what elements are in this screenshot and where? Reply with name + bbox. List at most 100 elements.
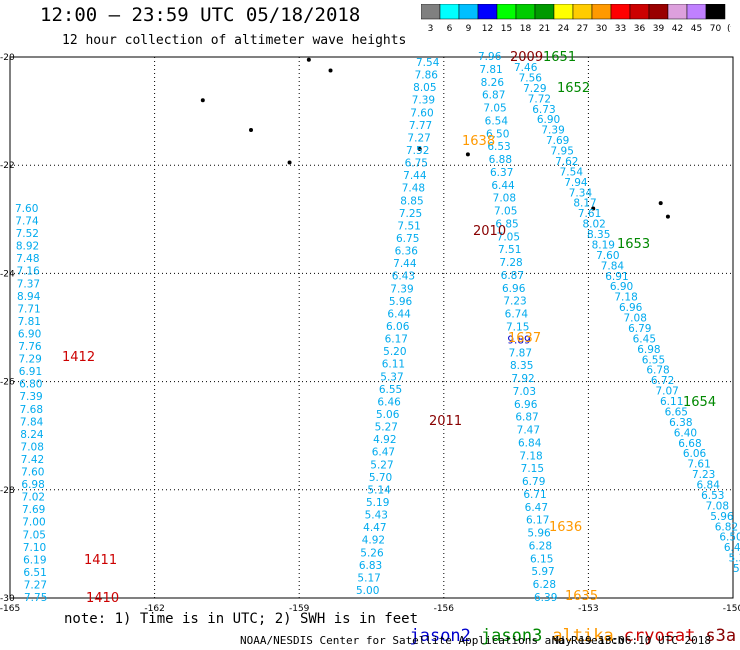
swh-value-cryosat-1410: 7.60 — [15, 203, 38, 215]
island-marker — [417, 146, 422, 151]
swh-value-jason3-1651: 6.82 — [715, 521, 738, 533]
swh-value-jason3-1651: 8.17 — [573, 198, 596, 210]
swh-value-jason3-1651: 6.06 — [683, 448, 707, 460]
swh-value-s3a-2011: 5.37 — [380, 371, 403, 383]
swh-value-s3a-2010: 8.26 — [481, 77, 505, 89]
lon-tick-label: -159 — [289, 604, 310, 614]
swh-value-cryosat-1410: 6.19 — [23, 554, 46, 566]
swh-value-s3a-2010: 6.79 — [522, 476, 545, 488]
pass-label-jason3: 1652 — [557, 81, 590, 96]
swh-value-jason3-1651: 7.61 — [578, 208, 601, 220]
swh-value-cryosat-1410: 8.24 — [20, 429, 44, 441]
legend-altika: altika — [552, 626, 614, 646]
swh-value-jason3-1651: 6.38 — [669, 417, 692, 429]
swh-value-s3a-2011: 7.44 — [393, 258, 417, 270]
swh-value-cryosat-1410: 7.16 — [16, 266, 40, 278]
pass-label-s3a: 2010 — [473, 224, 506, 239]
swh-value-s3a-2011: 5.00 — [356, 585, 379, 597]
lon-tick-label: -153 — [578, 604, 598, 614]
lon-tick-label: -156 — [434, 604, 455, 614]
island-marker — [591, 206, 596, 211]
swh-value-s3a-2011: 6.75 — [405, 158, 428, 170]
swh-value-cryosat-1410: 7.69 — [22, 504, 45, 516]
swh-value-s3a-2011: 7.52 — [406, 145, 429, 157]
swh-value-s3a-2011: 5.43 — [365, 510, 388, 522]
swh-value-s3a-2011: 4.92 — [373, 434, 396, 446]
pass-label-altika: 1637 — [508, 331, 541, 346]
swh-value-cryosat-1410: 7.00 — [22, 517, 45, 529]
swh-value-s3a-2011: 6.75 — [396, 233, 419, 245]
lat-tick-label: -24 — [0, 269, 15, 279]
swh-value-jason3-1651: 8.19 — [592, 239, 615, 251]
swh-value-jason3-1651: 6.79 — [628, 323, 651, 335]
colorbar-label: 36 — [634, 24, 646, 34]
swh-value-s3a-2011: 6.17 — [385, 334, 408, 346]
swh-value-s3a-2011: 7.39 — [390, 283, 413, 295]
lon-tick-label: -162 — [144, 604, 164, 614]
pass-label-cryosat: 1412 — [62, 350, 95, 365]
colorbar-label: 9 — [466, 24, 472, 34]
swh-value-s3a-2011: 5.20 — [383, 346, 406, 358]
swh-value-jason3-1651: 7.84 — [601, 260, 625, 272]
island-marker — [328, 68, 333, 73]
swh-value-s3a-2010: 6.85 — [495, 218, 518, 230]
swh-value-jason3-1651: 6.68 — [678, 438, 701, 450]
credit-timestamp: May 19 13:06:10 UTC 2018 — [552, 634, 711, 647]
lon-tick-label: -150 — [723, 604, 740, 614]
swh-value-cryosat-1410: 7.29 — [18, 354, 41, 366]
swh-value-s3a-2011: 6.36 — [395, 246, 419, 258]
swh-value-s3a-2011: 6.47 — [372, 447, 395, 459]
swh-value-s3a-2011: 5.14 — [367, 484, 391, 496]
swh-value-cryosat-1410: 7.05 — [23, 529, 46, 541]
swh-value-cryosat-1410: 7.60 — [21, 467, 44, 479]
swh-value-cryosat-1410: 7.08 — [21, 441, 44, 453]
swh-value-jason3-1651: 5.6 — [733, 563, 740, 575]
swh-value-s3a-2010: 6.39 — [534, 592, 557, 604]
swh-value-s3a-2010: 8.35 — [510, 360, 533, 372]
swh-value-jason3-1651: 7.69 — [546, 135, 569, 147]
swh-value-cryosat-1410: 6.98 — [21, 479, 44, 491]
pass-label-altika: 1635 — [565, 589, 598, 604]
swh-value-s3a-2011: 8.05 — [413, 82, 436, 94]
legend-s3a: s3a — [705, 626, 737, 646]
island-marker — [658, 201, 663, 206]
swh-value-cryosat-1410: 6.90 — [18, 328, 41, 340]
swh-value-cryosat-1410: 7.76 — [18, 341, 42, 353]
swh-value-s3a-2010: 7.28 — [499, 257, 522, 269]
pass-label-cryosat: 1410 — [86, 591, 119, 606]
colorbar-label: 45 — [691, 24, 702, 34]
swh-value-s3a-2010: 5.96 — [527, 528, 551, 540]
island-marker — [287, 160, 292, 165]
swh-value-s3a-2011: 6.83 — [359, 560, 382, 572]
swh-value-jason3-1651: 6.45 — [633, 333, 656, 345]
swh-value-s3a-2011: 6.06 — [386, 321, 410, 333]
footer-note: note: 1) Time is in UTC; 2) SWH is in fe… — [64, 611, 419, 627]
colorbar-label: 30 — [596, 24, 608, 34]
swh-value-cryosat-1410: 6.51 — [23, 567, 46, 579]
swh-value-s3a-2011: 7.25 — [399, 208, 422, 220]
swh-value-jason3-1651: 6.40 — [674, 427, 697, 439]
swh-value-s3a-2011: 6.43 — [392, 271, 415, 283]
swh-value-jason3-1651: 6.65 — [665, 406, 688, 418]
lat-tick-label: -20 — [0, 53, 15, 63]
swh-value-s3a-2010: 6.96 — [514, 399, 538, 411]
swh-value-s3a-2011: 7.39 — [412, 95, 435, 107]
swh-value-jason3-1651: 7.29 — [523, 83, 546, 95]
swh-value-s3a-2011: 6.44 — [387, 308, 411, 320]
swh-value-s3a-2010: 6.71 — [523, 489, 546, 501]
swh-value-cryosat-1410: 8.94 — [17, 291, 41, 303]
swh-value-s3a-2011: 7.54 — [416, 57, 440, 69]
swh-value-s3a-2011: 5.26 — [360, 547, 384, 559]
swh-value-s3a-2011: 5.17 — [357, 572, 380, 584]
swh-value-s3a-2010: 7.05 — [494, 206, 517, 218]
lat-tick-label: -22 — [0, 161, 15, 171]
swh-value-jason3-1651: 6.55 — [642, 354, 665, 366]
swh-value-cryosat-1410: 7.10 — [23, 542, 46, 554]
swh-value-s3a-2010: 7.81 — [479, 64, 502, 76]
swh-value-s3a-2010: 7.96 — [478, 51, 502, 63]
colorbar-label: 39 — [653, 24, 665, 34]
swh-value-jason3-1651: 6.96 — [619, 302, 643, 314]
lat-tick-label: -26 — [0, 378, 15, 388]
swh-value-jason3-1651: 7.46 — [514, 62, 538, 74]
colorbar-label: 3 — [428, 24, 434, 34]
